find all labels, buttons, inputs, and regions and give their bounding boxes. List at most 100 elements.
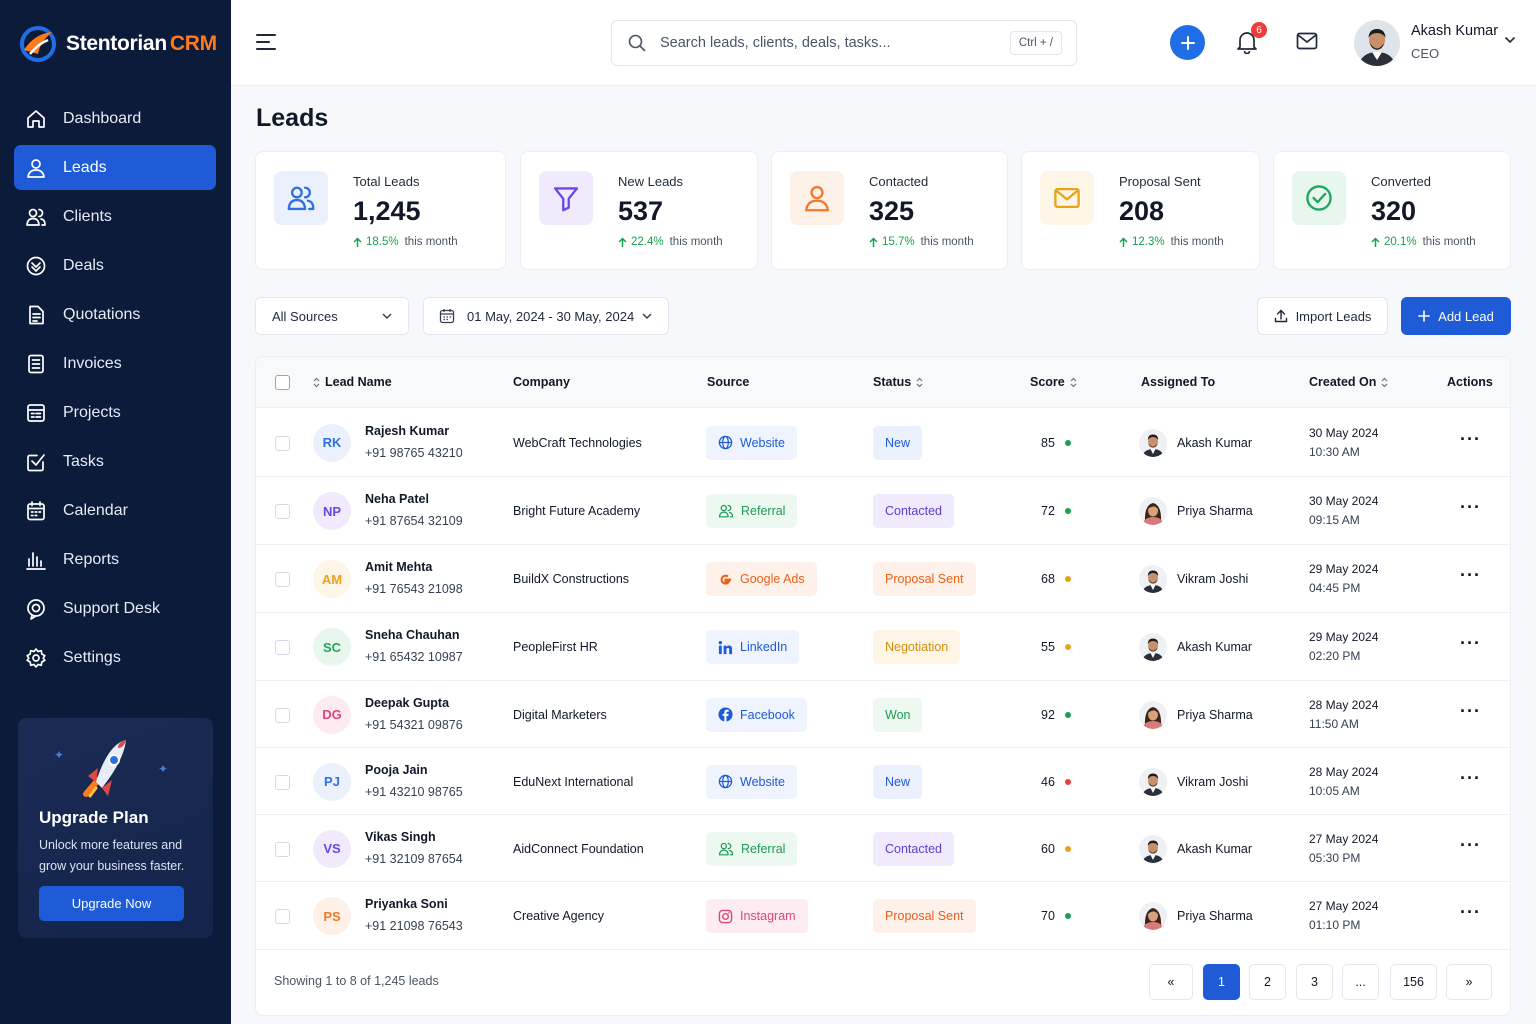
lead-name[interactable]: Priyanka Soni xyxy=(365,897,448,911)
table-row[interactable]: RK Rajesh Kumar +91 98765 43210 WebCraft… xyxy=(256,408,1510,477)
source-filter-dropdown[interactable]: All Sources xyxy=(255,297,409,335)
upgrade-now-button[interactable]: Upgrade Now xyxy=(39,886,184,921)
bell-icon[interactable] xyxy=(1236,30,1258,54)
search-input[interactable] xyxy=(660,35,990,51)
row-actions-menu-icon[interactable]: ··· xyxy=(1460,767,1481,788)
table-row[interactable]: VS Vikas Singh +91 32109 87654 AidConnec… xyxy=(256,815,1510,882)
lead-name-cell[interactable]: Rajesh Kumar +91 98765 43210 xyxy=(365,424,463,460)
row-actions-menu-icon[interactable]: ··· xyxy=(1460,428,1481,449)
row-checkbox[interactable] xyxy=(275,504,290,519)
assignee-name: Vikram Joshi xyxy=(1177,572,1249,586)
sidebar-item-clients[interactable]: Clients xyxy=(14,194,216,239)
stat-value: 537 xyxy=(618,196,664,226)
sidebar-item-quotations[interactable]: Quotations xyxy=(14,292,216,337)
global-search[interactable]: Ctrl + / xyxy=(611,20,1077,66)
score-indicator-dot xyxy=(1064,644,1071,650)
column-lead-name[interactable]: Lead Name xyxy=(313,375,392,389)
mail-icon[interactable] xyxy=(1296,32,1318,50)
assigned-to: Vikram Joshi xyxy=(1139,565,1248,593)
pagination-page-1[interactable]: 1 xyxy=(1203,964,1240,1000)
sidebar-item-settings[interactable]: Settings xyxy=(14,635,216,680)
pagination-prev-button[interactable]: « xyxy=(1149,964,1193,1000)
row-actions-menu-icon[interactable]: ··· xyxy=(1460,700,1481,721)
pagination-page-2[interactable]: 2 xyxy=(1249,964,1286,1000)
sidebar-item-deals[interactable]: Deals xyxy=(14,243,216,288)
lead-name-cell[interactable]: Pooja Jain +91 43210 98765 xyxy=(365,763,463,799)
column-score[interactable]: Score xyxy=(1030,375,1077,389)
user-name: Akash Kumar xyxy=(1411,23,1499,39)
lead-name-cell[interactable]: Priyanka Soni +91 21098 76543 xyxy=(365,897,463,933)
table-row[interactable]: AM Amit Mehta +91 76543 21098 BuildX Con… xyxy=(256,545,1510,613)
lead-name[interactable]: Amit Mehta xyxy=(365,560,433,574)
sidebar-item-tasks[interactable]: Tasks xyxy=(14,439,216,484)
pagination-page-3[interactable]: 3 xyxy=(1296,964,1333,1000)
company-name: AidConnect Foundation xyxy=(513,841,644,856)
row-checkbox[interactable] xyxy=(275,435,290,451)
quick-add-button[interactable] xyxy=(1170,25,1205,60)
lead-phone: +91 43210 98765 xyxy=(365,784,463,799)
sidebar-item-invoices[interactable]: Invoices xyxy=(14,341,216,386)
table-row[interactable]: SC Sneha Chauhan +91 65432 10987 PeopleF… xyxy=(256,613,1510,681)
lead-name[interactable]: Rajesh Kumar xyxy=(365,423,450,438)
add-lead-button[interactable]: Add Lead xyxy=(1401,297,1511,335)
table-row[interactable]: PS Priyanka Soni +91 21098 76543 Creativ… xyxy=(256,882,1510,950)
sparkle-icon: ✦ xyxy=(158,762,169,776)
import-leads-button[interactable]: Import Leads xyxy=(1257,297,1388,335)
lead-name[interactable]: Sneha Chauhan xyxy=(365,628,460,642)
row-checkbox[interactable] xyxy=(275,909,290,924)
calendar-icon xyxy=(439,309,455,324)
stat-card-new-leads: New Leads 537 22.4% this month xyxy=(520,151,758,270)
stat-card-converted: Converted 320 20.1% this month xyxy=(1273,151,1511,270)
created-on: 28 May 2024 11:50 AM xyxy=(1309,697,1379,731)
row-checkbox[interactable] xyxy=(275,572,290,587)
row-actions-menu-icon[interactable]: ··· xyxy=(1460,902,1481,922)
row-actions-menu-icon[interactable]: ··· xyxy=(1460,565,1481,585)
lead-name-cell[interactable]: Neha Patel +91 87654 32109 xyxy=(365,492,463,528)
lead-initials-avatar: VS xyxy=(313,829,351,868)
sidebar-item-calendar[interactable]: Calendar xyxy=(14,488,216,533)
select-all-checkbox[interactable] xyxy=(275,375,290,390)
menu-toggle-icon[interactable] xyxy=(255,32,277,52)
row-checkbox[interactable] xyxy=(275,774,290,790)
row-checkbox[interactable] xyxy=(275,707,290,723)
row-checkbox[interactable] xyxy=(275,640,290,655)
column-status[interactable]: Status xyxy=(873,375,923,389)
row-checkbox[interactable] xyxy=(275,841,290,857)
row-actions-menu-icon[interactable]: ··· xyxy=(1460,633,1481,653)
lead-name[interactable]: Neha Patel xyxy=(365,492,429,506)
notification-badge: 6 xyxy=(1251,22,1267,38)
lead-score: 92 xyxy=(1041,708,1071,722)
user-profile-menu[interactable]: Akash Kumar CEO xyxy=(1354,20,1516,66)
lead-name-cell[interactable]: Deepak Gupta +91 54321 09876 xyxy=(365,696,463,732)
lead-name[interactable]: Vikas Singh xyxy=(365,829,436,844)
created-on: 29 May 2024 04:45 PM xyxy=(1309,562,1379,595)
sidebar-item-leads[interactable]: Leads xyxy=(14,145,216,190)
table-row[interactable]: PJ Pooja Jain +91 43210 98765 EduNext In… xyxy=(256,748,1510,815)
pagination-ellipsis[interactable]: ... xyxy=(1342,964,1379,1000)
sidebar-item-projects[interactable]: Projects xyxy=(14,390,216,435)
table-row[interactable]: DG Deepak Gupta +91 54321 09876 Digital … xyxy=(256,681,1510,748)
stat-delta: 15.7% this month xyxy=(869,236,974,248)
sidebar-item-support-desk[interactable]: Support Desk xyxy=(14,586,216,631)
lead-name[interactable]: Pooja Jain xyxy=(365,762,428,777)
row-actions-menu-icon[interactable]: ··· xyxy=(1460,834,1481,855)
mail-icon xyxy=(1052,183,1082,213)
lead-name[interactable]: Deepak Gupta xyxy=(365,695,450,710)
avatar xyxy=(1354,20,1400,66)
sidebar-item-dashboard[interactable]: Dashboard xyxy=(14,96,216,141)
sidebar-item-reports[interactable]: Reports xyxy=(14,537,216,582)
table-row[interactable]: NP Neha Patel +91 87654 32109 Bright Fut… xyxy=(256,477,1510,545)
brand-logo[interactable]: Stentorian CRM xyxy=(18,24,217,64)
chevron-down-icon xyxy=(1504,36,1516,44)
lead-name-cell[interactable]: Amit Mehta +91 76543 21098 xyxy=(365,560,463,596)
score-indicator-dot xyxy=(1064,576,1071,582)
lead-initials-avatar: AM xyxy=(313,560,351,598)
company-name: BuildX Constructions xyxy=(513,572,630,586)
date-range-picker[interactable]: 01 May, 2024 - 30 May, 2024 xyxy=(423,297,669,335)
column-created-on[interactable]: Created On xyxy=(1309,375,1388,389)
pagination-next-button[interactable]: » xyxy=(1446,964,1492,1000)
lead-name-cell[interactable]: Vikas Singh +91 32109 87654 xyxy=(365,830,463,866)
row-actions-menu-icon[interactable]: ··· xyxy=(1460,497,1481,517)
lead-name-cell[interactable]: Sneha Chauhan +91 65432 10987 xyxy=(365,628,463,664)
pagination-page-156[interactable]: 156 xyxy=(1390,964,1437,1000)
